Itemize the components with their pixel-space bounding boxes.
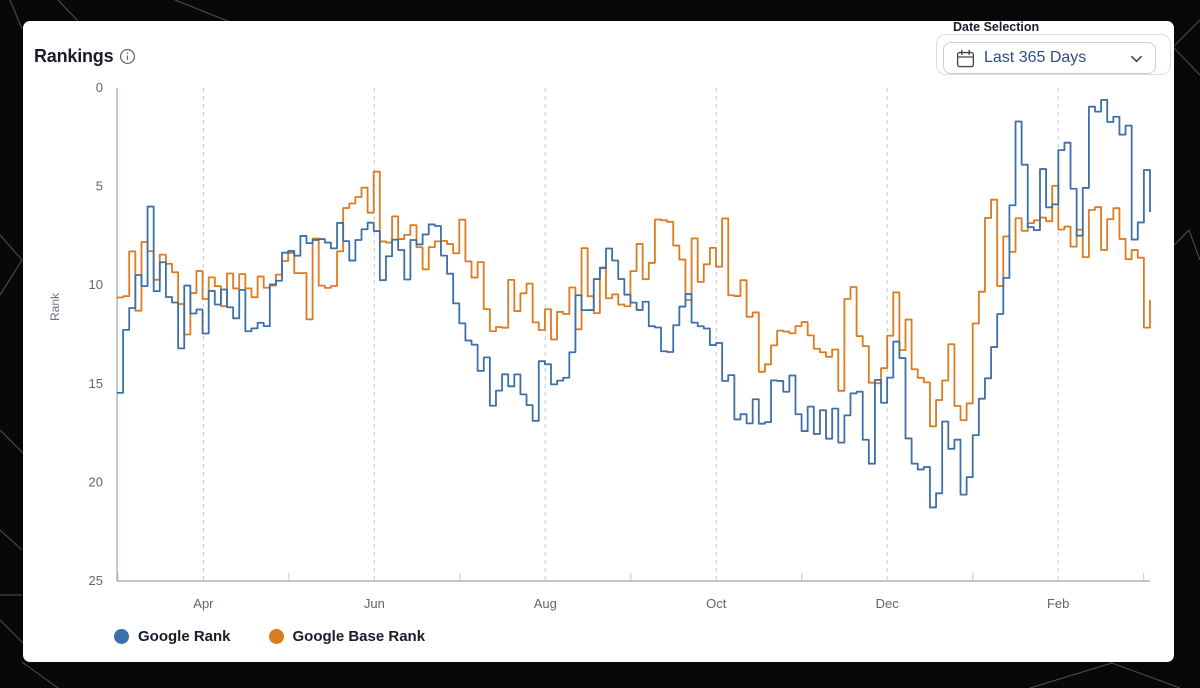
svg-text:25: 25 bbox=[89, 573, 103, 588]
svg-text:Feb: Feb bbox=[1047, 596, 1069, 611]
svg-text:0: 0 bbox=[96, 80, 103, 95]
svg-text:Apr: Apr bbox=[193, 596, 214, 611]
svg-text:20: 20 bbox=[89, 474, 103, 489]
svg-text:Aug: Aug bbox=[534, 596, 557, 611]
svg-text:Dec: Dec bbox=[876, 596, 900, 611]
svg-text:5: 5 bbox=[96, 179, 103, 194]
svg-text:Oct: Oct bbox=[706, 596, 727, 611]
svg-text:Jun: Jun bbox=[364, 596, 385, 611]
svg-text:10: 10 bbox=[89, 277, 103, 292]
svg-text:15: 15 bbox=[89, 376, 103, 391]
